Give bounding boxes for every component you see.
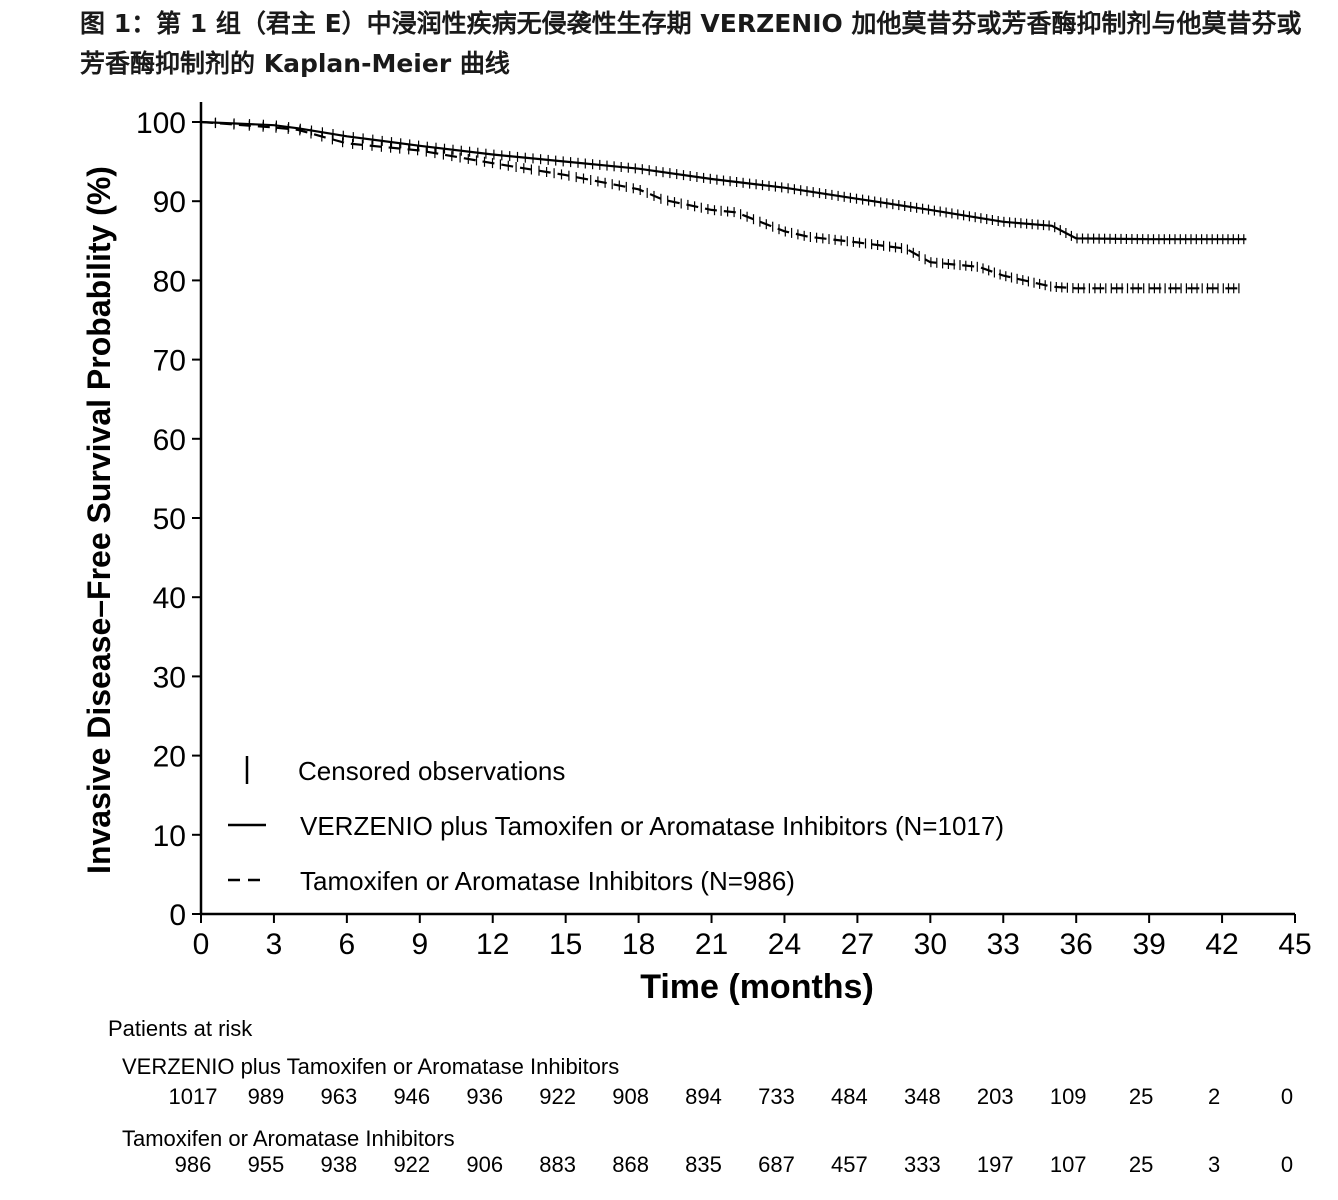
risk-count: 203 — [976, 1084, 1014, 1109]
risk-count: 938 — [320, 1152, 358, 1177]
y-axis-label: Invasive Disease–Free Survival Probabili… — [81, 166, 117, 874]
risk-count: 955 — [247, 1152, 285, 1177]
x-tick-label: 12 — [476, 928, 509, 961]
y-tick-label: 60 — [153, 424, 186, 457]
x-tick-label: 42 — [1205, 928, 1238, 961]
risk-count: 197 — [976, 1152, 1014, 1177]
risk-row-verzenio: 1017 989 963 946 936 922 908 894 733 484 348 203 109… — [0, 1084, 1338, 1112]
y-tick-label: 40 — [153, 582, 186, 615]
risk-count: 908 — [612, 1084, 649, 1109]
y-tick-label: 0 — [169, 899, 186, 932]
risk-count: 687 — [758, 1152, 795, 1177]
y-axis-label-group: Invasive Disease–Free Survival Probabili… — [81, 166, 117, 874]
legend-censor-label: Censored observations — [298, 756, 565, 786]
risk-count: 868 — [612, 1152, 649, 1177]
figure-title: 图 1：第 1 组（君主 E）中浸润性疾病无侵袭性生存期 VERZENIO 加他… — [80, 9, 1302, 78]
risk-count: 333 — [903, 1152, 941, 1177]
legend-series-1-label: VERZENIO plus Tamoxifen or Aromatase Inh… — [300, 811, 1004, 841]
risk-count: 922 — [393, 1152, 431, 1177]
x-tick-label: 6 — [339, 928, 356, 961]
legend-series-2-label: Tamoxifen or Aromatase Inhibitors (N=986… — [300, 866, 795, 896]
risk-count: 989 — [247, 1084, 285, 1109]
risk-count: 457 — [831, 1152, 868, 1177]
risk-count: 348 — [903, 1084, 941, 1109]
x-tick-label: 30 — [914, 928, 947, 961]
x-tick-label: 36 — [1060, 928, 1093, 961]
risk-count: 25 — [1128, 1084, 1154, 1109]
series-line-2 — [200, 120, 1242, 290]
y-tick-label: 70 — [153, 345, 186, 378]
censor-marks — [214, 117, 1245, 294]
risk-row-control: 986 955 938 922 906 883 868 835 687 457 333 197 107 2… — [0, 1152, 1338, 1180]
y-tick-label: 10 — [153, 820, 186, 853]
y-tick-label: 80 — [153, 265, 186, 298]
risk-count: 883 — [539, 1152, 577, 1177]
risk-count: 986 — [174, 1152, 212, 1177]
x-tick-label: 9 — [411, 928, 428, 961]
risk-count: 922 — [539, 1084, 577, 1109]
risk-count: 3 — [1207, 1152, 1221, 1177]
y-tick-label: 30 — [153, 661, 186, 694]
y-tick-label: 20 — [153, 741, 186, 774]
y-tick-label: 100 — [136, 107, 186, 140]
risk-count: 894 — [685, 1084, 722, 1109]
x-axis-label: Time (months) — [640, 968, 874, 1006]
y-tick-label: 90 — [153, 186, 186, 219]
risk-count: 936 — [466, 1084, 504, 1109]
risk-group-2-label: Tamoxifen or Aromatase Inhibitors — [122, 1126, 455, 1151]
risk-count: 0 — [1280, 1152, 1294, 1177]
x-tick-label: 21 — [695, 928, 728, 961]
risk-count: 946 — [393, 1084, 431, 1109]
risk-count: 906 — [466, 1152, 504, 1177]
x-tick-label: 39 — [1132, 928, 1165, 961]
risk-group-1-label: VERZENIO plus Tamoxifen or Aromatase Inh… — [122, 1054, 620, 1079]
x-tick-label: 18 — [622, 928, 655, 961]
risk-count: 2 — [1207, 1084, 1221, 1109]
risk-count: 109 — [1049, 1084, 1087, 1109]
chart-legend: Censored observations VERZENIO plus Tamo… — [228, 756, 1004, 896]
risk-count: 25 — [1128, 1152, 1154, 1177]
survival-curves — [200, 120, 1247, 290]
x-tick-label: 24 — [768, 928, 801, 961]
risk-count: 963 — [320, 1084, 358, 1109]
risk-count: 484 — [831, 1084, 868, 1109]
risk-count: 835 — [685, 1152, 722, 1177]
y-tick-label: 50 — [153, 503, 186, 536]
x-tick-label: 3 — [266, 928, 283, 961]
risk-count: 0 — [1280, 1084, 1294, 1109]
x-tick-label: 33 — [987, 928, 1020, 961]
x-tick-label: 15 — [549, 928, 582, 961]
risk-table-title: Patients at risk — [108, 1016, 253, 1041]
risk-count: 107 — [1049, 1152, 1087, 1177]
x-tick-label: 45 — [1278, 928, 1311, 961]
x-tick-label: 27 — [841, 928, 874, 961]
x-tick-label: 0 — [193, 928, 210, 961]
risk-count: 1017 — [168, 1084, 218, 1109]
risk-count: 733 — [758, 1084, 795, 1109]
